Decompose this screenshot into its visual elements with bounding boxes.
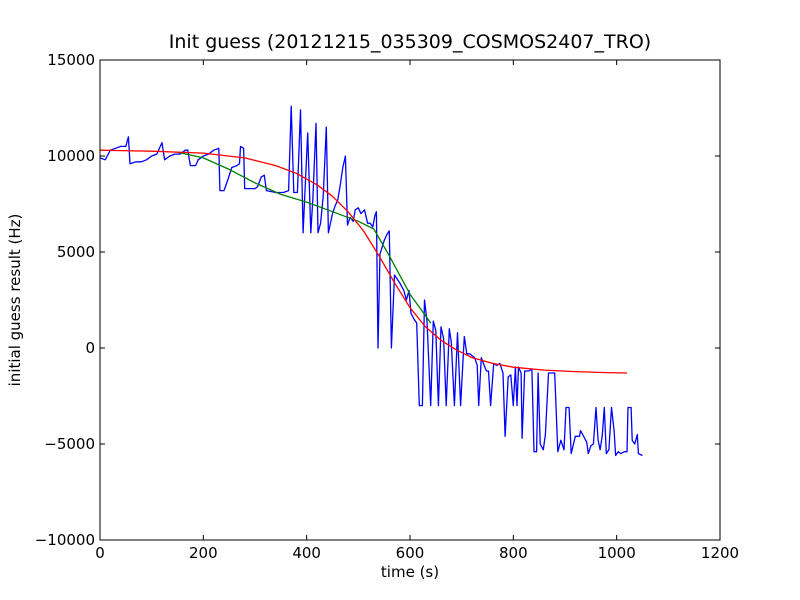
x-tick-label: 800 <box>499 544 528 562</box>
chart-title: Init guess (20121215_035309_COSMOS2407_T… <box>169 31 651 53</box>
x-tick-label: 400 <box>292 544 321 562</box>
plot-frame <box>99 59 721 541</box>
y-tick-label: 5000 <box>57 243 95 261</box>
x-axis-label: time (s) <box>381 563 439 581</box>
axis-ticks: 0 200 400 600 800 1000 1200 −10000 −5000 0 5000 100… <box>35 51 739 562</box>
y-tick-label: −10000 <box>35 531 95 549</box>
measured-series-line <box>99 105 643 457</box>
y-tick-label: 15000 <box>47 51 95 69</box>
y-tick-label: −5000 <box>44 435 95 453</box>
x-tick-label: 600 <box>396 544 425 562</box>
model-curve-line <box>99 149 628 374</box>
y-tick-label: 10000 <box>47 147 95 165</box>
x-tick-label: 0 <box>95 544 105 562</box>
initial-fit-line <box>177 151 432 324</box>
x-tick-label: 1000 <box>598 544 636 562</box>
data-series <box>99 105 643 457</box>
x-tick-label: 200 <box>189 544 218 562</box>
y-axis-label: initial guess result (Hz) <box>6 214 24 387</box>
y-tick-label: 0 <box>85 339 95 357</box>
x-tick-label: 1200 <box>701 544 739 562</box>
